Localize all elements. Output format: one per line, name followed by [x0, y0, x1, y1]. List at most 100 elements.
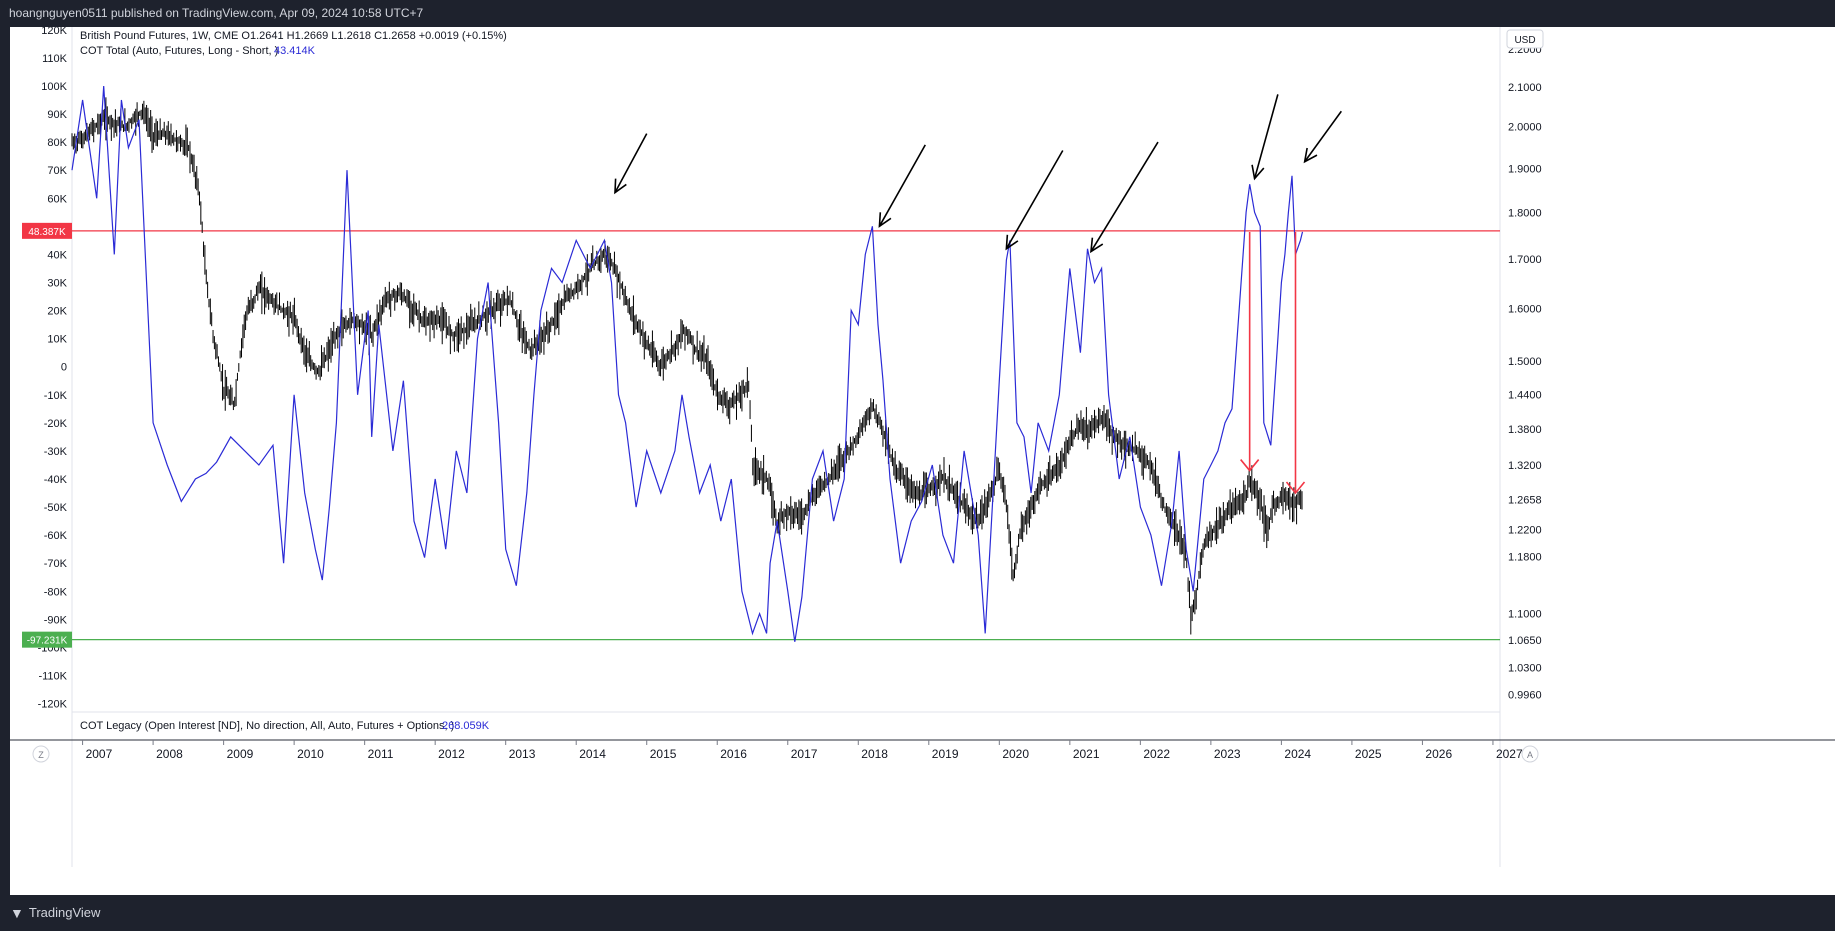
time-axis-tick-label: 2023 — [1214, 747, 1241, 761]
left-axis-tick-label: -10K — [44, 390, 68, 402]
time-axis-tick-label: 2020 — [1002, 747, 1029, 761]
right-axis-tick-label: 1.1800 — [1508, 552, 1542, 564]
left-axis-tick-label: -20K — [44, 418, 68, 430]
right-axis-tick-label: 1.2200 — [1508, 524, 1542, 536]
time-axis-tick-label: 2009 — [227, 747, 254, 761]
left-axis-tick-label: 30K — [47, 277, 67, 289]
annotation-arrow — [1090, 141, 1159, 253]
annotation-arrow — [1253, 94, 1279, 179]
legend-cot-total-label: COT Total (Auto, Futures, Long - Short, … — [80, 45, 278, 57]
time-axis-tick-label: 2014 — [579, 747, 606, 761]
left-axis-tick-label: -120K — [38, 699, 68, 711]
annotation-arrow — [614, 133, 648, 194]
time-axis-tick-label: 2013 — [509, 747, 536, 761]
left-axis-tick-label: 120K — [41, 27, 67, 37]
left-axis-tick-label: 100K — [41, 81, 67, 93]
publish-header: hoangnguyen0511 published on TradingView… — [0, 0, 1835, 27]
legend-cot-total-value: 43.414K — [274, 45, 316, 57]
time-axis-tick-label: 2021 — [1073, 747, 1100, 761]
legend-main-series: British Pound Futures, 1W, CME O1.2641 H… — [80, 30, 507, 42]
right-axis-tick-label: 1.3200 — [1508, 460, 1542, 472]
time-axis-tick-label: 2007 — [86, 747, 113, 761]
currency-button[interactable] — [1506, 29, 1544, 49]
time-axis-tick-label: 2025 — [1355, 747, 1382, 761]
right-axis-tick-label: 1.5000 — [1508, 356, 1542, 368]
right-axis-tick-label: 2.0000 — [1508, 122, 1542, 134]
tradingview-logo-icon: ▼ — [10, 905, 24, 921]
left-axis-tick-label: 90K — [47, 109, 67, 121]
time-axis-tick-label: 2012 — [438, 747, 465, 761]
annotation-arrowhead — [614, 178, 627, 195]
time-axis-tick-label: 2019 — [932, 747, 959, 761]
last-price-label: 1.2658 — [1508, 494, 1542, 506]
time-axis-tick-label: 2017 — [791, 747, 818, 761]
legend-cot-legacy-label: COT Legacy (Open Interest [ND], No direc… — [80, 720, 454, 732]
right-axis-tick-label: 1.6000 — [1508, 303, 1542, 315]
tradingview-logo[interactable]: ▼ TradingView — [10, 895, 100, 931]
zoom-button-label: Z — [38, 750, 44, 760]
footer-bar: ▼ TradingView — [0, 895, 1835, 931]
right-axis-tick-label: 1.0300 — [1508, 662, 1542, 674]
time-axis-tick-label: 2016 — [720, 747, 747, 761]
left-axis-tick-label: 80K — [47, 137, 67, 149]
time-axis-tick-label: 2024 — [1284, 747, 1311, 761]
annotation-arrow — [878, 144, 926, 227]
left-axis-tick-label: -50K — [44, 502, 68, 514]
time-axis-tick-label: 2018 — [861, 747, 888, 761]
annotation-arrowhead — [1090, 237, 1104, 254]
left-axis-tick-label: -70K — [44, 558, 68, 570]
green-level-label: -97.231K — [27, 636, 68, 647]
green-level-badge — [22, 631, 72, 648]
left-axis-tick-label: -110K — [38, 671, 67, 683]
currency-label: USD — [1514, 35, 1535, 46]
annotation-arrowhead — [1251, 164, 1265, 181]
publish-info: hoangnguyen0511 published on TradingView… — [9, 6, 424, 20]
annotation-arrowhead — [878, 212, 892, 228]
auto-scale-button[interactable] — [1521, 745, 1539, 763]
left-axis-tick-label: -40K — [44, 474, 68, 486]
time-axis-tick-label: 2027 — [1496, 747, 1523, 761]
left-axis-tick-label: -60K — [44, 530, 68, 542]
left-axis-tick-label: 20K — [47, 306, 67, 318]
time-axis-tick-label: 2026 — [1425, 747, 1452, 761]
left-axis-tick-label: -80K — [44, 586, 68, 598]
right-axis-tick-label: 1.4400 — [1508, 389, 1542, 401]
right-axis-tick-label: 1.9000 — [1508, 163, 1542, 175]
left-axis-tick-label: -90K — [44, 614, 68, 626]
left-axis-tick-label: 110K — [42, 53, 68, 65]
red-level-label: 48.387K — [28, 227, 66, 238]
cot-total-series-line — [71, 85, 1304, 642]
red-level-badge — [22, 222, 72, 239]
zoom-button[interactable] — [32, 745, 50, 763]
annotation-arrowhead — [1005, 234, 1019, 251]
right-axis-tick-label: 1.1000 — [1508, 609, 1542, 621]
chart-frame: 120K110K100K90K80K70K60K50K40K30K20K10K0… — [10, 25, 1835, 895]
time-axis-tick-label: 2011 — [368, 747, 394, 761]
time-axis-tick-label: 2010 — [297, 747, 324, 761]
left-axis-tick-label: 60K — [47, 193, 67, 205]
right-axis-tick-label: 1.8000 — [1508, 207, 1542, 219]
time-axis-tick-label: 2008 — [156, 747, 183, 761]
left-axis-tick-label: 70K — [47, 165, 67, 177]
annotation-arrow — [1005, 150, 1064, 250]
left-axis-tick-label: 40K — [47, 249, 67, 261]
right-axis-tick-label: 0.9960 — [1508, 690, 1542, 702]
annotation-red-arrowhead — [1285, 481, 1306, 495]
auto-scale-button-label: A — [1527, 750, 1533, 760]
left-price-scale[interactable] — [10, 27, 72, 895]
left-axis-tick-label: 0 — [61, 362, 67, 374]
left-axis-tick-label: 10K — [47, 334, 67, 346]
right-axis-tick-label: 1.0650 — [1508, 635, 1542, 647]
chart-canvas[interactable]: 120K110K100K90K80K70K60K50K40K30K20K10K0… — [10, 25, 1835, 895]
annotation-arrowhead — [1303, 147, 1318, 164]
time-axis-tick-label: 2015 — [650, 747, 677, 761]
left-axis-tick-label: -30K — [44, 446, 68, 458]
tradingview-brand: TradingView — [28, 905, 101, 920]
time-axis-tick-label: 2022 — [1143, 747, 1170, 761]
right-axis-tick-label: 1.3800 — [1508, 424, 1542, 436]
right-axis-tick-label: 1.7000 — [1508, 254, 1542, 266]
annotation-arrow — [1304, 110, 1342, 163]
annotation-red-arrowhead — [1240, 459, 1260, 472]
right-axis-tick-label: 2.1000 — [1508, 82, 1542, 94]
legend-cot-legacy-value: 268.059K — [442, 720, 490, 732]
